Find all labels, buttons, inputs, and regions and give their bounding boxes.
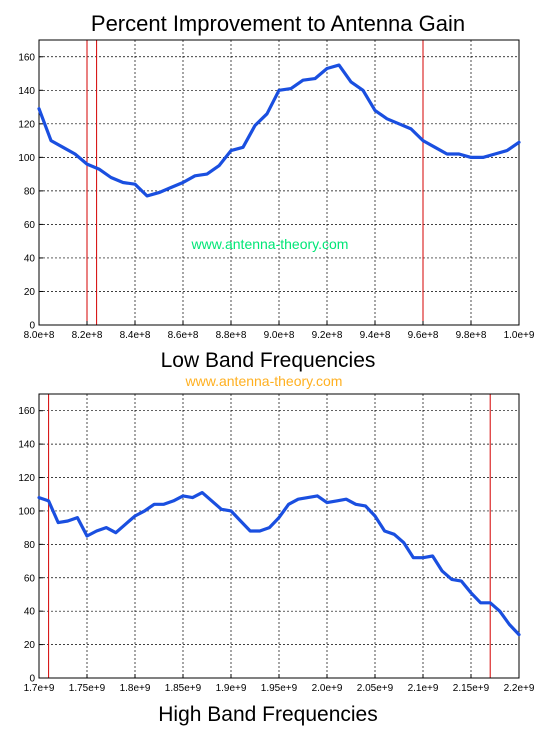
low-band-xlabel: Low Band Frequencies <box>161 349 376 372</box>
high-ytick-label: 40 <box>24 607 36 618</box>
low-ytick-label: 120 <box>18 119 35 130</box>
high-band-xlabel: High Band Frequencies <box>158 703 377 726</box>
high-ytick-label: 0 <box>29 674 35 685</box>
low-ytick-label: 140 <box>18 86 35 97</box>
high-band-plot: 0 20 40 60 80 100 120 140 160 1.7e+9 1.75e+9 1.8e+9… <box>18 393 535 694</box>
high-xtick-label: 1.9e+9 <box>216 683 247 694</box>
high-ytick-label: 140 <box>18 440 35 451</box>
high-xtick-label: 2.0e+9 <box>312 683 343 694</box>
high-ytick-label: 80 <box>24 540 36 551</box>
high-xtick-label: 1.7e+9 <box>24 683 55 694</box>
high-xtick-label: 2.1e+9 <box>408 683 439 694</box>
high-xtick-label: 1.8e+9 <box>120 683 151 694</box>
low-gain-series-line <box>37 63 521 198</box>
low-band-plot: 0 20 40 60 80 100 120 140 160 8.0e+8 8.2e+8 8.4e+8 8… <box>18 39 535 341</box>
low-ytick-label: 80 <box>24 186 36 197</box>
low-xtick-label: 9.2e+8 <box>312 330 343 341</box>
low-xtick-label: 8.0e+8 <box>24 330 55 341</box>
low-ytick-label: 100 <box>18 153 35 164</box>
figure-title: Percent Improvement to Antenna Gain <box>91 11 465 36</box>
low-xtick-label: 9.6e+8 <box>408 330 439 341</box>
low-ytick-label: 0 <box>29 321 35 332</box>
high-xtick-label: 1.75e+9 <box>69 683 106 694</box>
low-xtick-label: 1.0e+9 <box>504 330 535 341</box>
high-ytick-label: 60 <box>24 573 36 584</box>
low-ytick-label: 160 <box>18 52 35 63</box>
low-ytick-label: 20 <box>24 287 36 298</box>
high-xtick-label: 2.2e+9 <box>504 683 535 694</box>
high-ytick-label: 160 <box>18 406 35 417</box>
low-xtick-label: 8.8e+8 <box>216 330 247 341</box>
high-ytick-label: 120 <box>18 473 35 484</box>
low-xtick-label: 9.0e+8 <box>264 330 295 341</box>
low-xtick-label: 8.6e+8 <box>168 330 199 341</box>
low-plot-frame <box>38 39 520 326</box>
high-xtick-label: 2.15e+9 <box>453 683 490 694</box>
high-ytick-label: 20 <box>24 640 36 651</box>
low-xtick-label: 9.8e+8 <box>456 330 487 341</box>
high-gain-series-line <box>37 491 521 637</box>
low-ytick-label: 40 <box>24 253 36 264</box>
high-xtick-label: 1.85e+9 <box>165 683 202 694</box>
high-xtick-label: 1.95e+9 <box>261 683 298 694</box>
high-ytick-label: 100 <box>18 506 35 517</box>
low-xtick-label: 8.4e+8 <box>120 330 151 341</box>
low-xtick-label: 9.4e+8 <box>360 330 391 341</box>
watermark-low: www.antenna-theory.com <box>191 236 349 252</box>
low-ytick-label: 60 <box>24 220 36 231</box>
watermark-high: www.antenna-theory.com <box>185 373 343 389</box>
low-xtick-label: 8.2e+8 <box>72 330 103 341</box>
high-xtick-label: 2.05e+9 <box>357 683 394 694</box>
